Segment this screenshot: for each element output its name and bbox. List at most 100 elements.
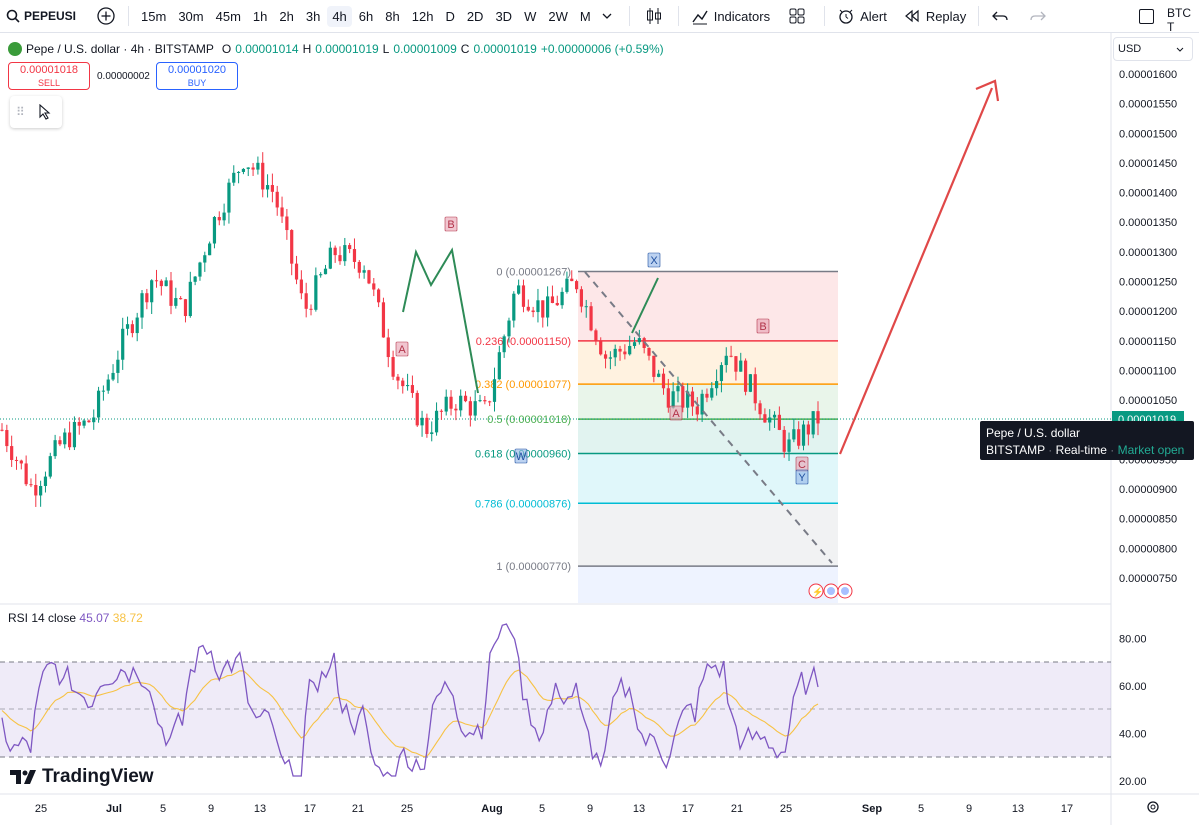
interval-M[interactable]: M	[579, 8, 591, 24]
time-axis-label: Sep	[862, 803, 882, 815]
candle-body	[772, 414, 777, 418]
replay-button[interactable]: Replay	[897, 5, 972, 27]
wave-path-2[interactable]	[631, 277, 659, 334]
interval-6h[interactable]: 6h	[358, 8, 374, 24]
candle-body	[236, 171, 241, 173]
candle-body	[386, 337, 390, 358]
alert-button[interactable]: Alert	[831, 4, 893, 28]
price-axis[interactable]: 0.00001600 0.00001550 0.00001500 0.00001450…	[1119, 69, 1177, 585]
interval-30m[interactable]: 30m	[178, 8, 204, 24]
indicators-button[interactable]: Indicators	[685, 4, 776, 28]
price-chart[interactable]: 0 (0.00001267) 0.236 (0.00001150) 0.382 (0…	[0, 33, 1199, 825]
sell-button[interactable]: 0.00001018 SELL	[8, 62, 90, 90]
time-axis-label: 25	[401, 803, 413, 815]
price-axis-label: 0.00000850	[1119, 514, 1177, 526]
interval-D[interactable]: D	[445, 8, 455, 24]
interval-W[interactable]: W	[524, 8, 537, 24]
interval-15m[interactable]: 15m	[141, 8, 167, 24]
candle-body	[589, 306, 593, 331]
rsi-label: RSI 14 close	[8, 611, 77, 625]
drag-handle-icon[interactable]: ⠿	[16, 105, 25, 119]
legend-title: Pepe / U.S. dollar · 4h · BITSTAMP	[26, 42, 214, 56]
interval-12h[interactable]: 12h	[411, 8, 434, 24]
candle-body	[101, 390, 105, 392]
redo-icon[interactable]	[1029, 7, 1047, 25]
interval-2h[interactable]: 2h	[279, 8, 294, 24]
interval-2D[interactable]: 2D	[466, 8, 484, 24]
currency-select[interactable]: USD	[1113, 37, 1193, 61]
candle-body	[241, 168, 246, 172]
candles-icon[interactable]	[644, 6, 664, 26]
time-axis-label: Jul	[106, 803, 122, 815]
symbol-search[interactable]: PEPEUSI	[0, 9, 84, 23]
candle-body	[82, 420, 86, 426]
alarm-clock-icon	[839, 9, 853, 24]
candle-body	[63, 432, 67, 445]
interval-1h[interactable]: 1h	[252, 8, 268, 24]
price-axis-label: 0.00001300	[1119, 247, 1177, 259]
candle-body	[623, 351, 627, 355]
add-symbol-icon[interactable]	[96, 6, 116, 26]
candle-body	[797, 429, 801, 446]
time-axis-label: 9	[966, 803, 972, 815]
checkbox[interactable]	[1139, 9, 1154, 24]
candle-body	[159, 280, 163, 287]
interval-3D[interactable]: 3D	[495, 8, 513, 24]
price-axis-label: 0.00000800	[1119, 543, 1177, 555]
candle-body	[715, 381, 719, 389]
dashed-trend-line[interactable]	[584, 271, 833, 564]
interval-2W[interactable]: 2W	[548, 8, 568, 24]
price-axis-label: 0.00001050	[1119, 395, 1177, 407]
candle-body	[309, 308, 313, 310]
candle-body	[39, 485, 43, 496]
candle-body	[695, 406, 699, 415]
wave-path[interactable]	[402, 247, 479, 394]
interval-45m[interactable]: 45m	[215, 8, 241, 24]
chevron-down-icon[interactable]	[601, 10, 613, 22]
time-axis-label: 21	[731, 803, 743, 815]
undo-icon[interactable]	[991, 7, 1009, 25]
wave-label: W	[516, 451, 527, 463]
fib-level-label: 0.382 (0.00001077)	[475, 379, 571, 391]
candle-body	[43, 476, 48, 486]
candle-body	[584, 306, 588, 308]
candle-body	[507, 320, 511, 337]
fib-zone	[578, 340, 838, 385]
arrow-head	[975, 79, 1000, 102]
fib-level-label: 0.786 (0.00000876)	[475, 498, 571, 510]
candle-body	[439, 410, 443, 412]
tooltip-feed: Real-time	[1055, 443, 1107, 457]
event-icons[interactable]: ⚡	[808, 583, 853, 599]
divider	[824, 6, 826, 26]
candle-body	[14, 459, 19, 461]
tradingview-logo[interactable]: TradingView	[10, 766, 154, 788]
price-axis-label: 0.00001400	[1119, 188, 1177, 200]
candle-body	[304, 293, 308, 309]
buy-button[interactable]: 0.00001020 BUY	[156, 62, 238, 90]
candle-body	[401, 380, 405, 387]
candle-body	[492, 379, 497, 402]
tooltip-title: Pepe / U.S. dollar	[986, 426, 1081, 440]
candle-body	[550, 296, 555, 303]
time-axis-label: 9	[208, 803, 214, 815]
candle-body	[251, 167, 255, 170]
fib-retracement[interactable]: 0 (0.00001267) 0.236 (0.00001150) 0.382 (0…	[475, 266, 838, 603]
projection-arrow[interactable]	[838, 87, 994, 455]
interval-4h[interactable]: 4h	[327, 5, 352, 27]
legend-h-label: H	[302, 42, 312, 56]
candle-body	[512, 293, 516, 321]
interval-8h[interactable]: 8h	[385, 8, 400, 24]
settings-gear-icon[interactable]	[1147, 801, 1159, 813]
layouts-icon[interactable]	[788, 7, 806, 25]
candle-body	[541, 300, 545, 318]
cursor-icon[interactable]	[39, 104, 51, 120]
wave-label: X	[650, 255, 658, 267]
candle-body	[502, 336, 506, 353]
candle-body	[357, 261, 361, 273]
interval-3h[interactable]: 3h	[305, 8, 321, 24]
time-axis[interactable]: 25 Jul 5 9 13 17 21 25 Aug 5 9 13 17 21 25 Sep 5 9 13 17	[35, 803, 1073, 815]
candle-body	[111, 372, 115, 380]
candle-body	[666, 388, 670, 408]
candle-body	[724, 355, 728, 366]
candle-body	[169, 280, 173, 306]
